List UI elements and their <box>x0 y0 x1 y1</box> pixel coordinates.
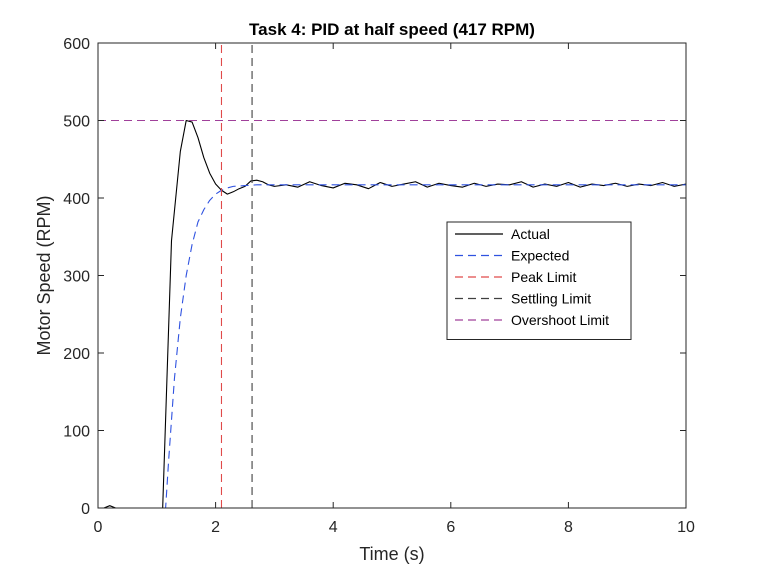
y-tick-label: 200 <box>63 346 90 363</box>
y-tick-label: 0 <box>81 501 90 518</box>
legend-entry-label: Peak Limit <box>511 269 576 285</box>
y-axis-label: Motor Speed (RPM) <box>34 195 54 355</box>
x-tick-label: 8 <box>564 519 573 536</box>
legend-entry-label: Expected <box>511 248 569 264</box>
legend-box <box>446 221 632 340</box>
legend-entry-label: Settling Limit <box>511 291 591 307</box>
x-tick-label: 6 <box>446 519 455 536</box>
y-tick-label: 600 <box>63 36 90 53</box>
legend-entry-label: Overshoot Limit <box>511 312 609 328</box>
y-tick-label: 500 <box>63 114 90 131</box>
y-tick-label: 100 <box>63 424 90 441</box>
x-tick-label: 10 <box>677 519 695 536</box>
legend: Actual Expected Peak Limit Settling Limit Ov… <box>446 221 632 340</box>
y-tick-label: 300 <box>63 269 90 286</box>
x-tick-label: 0 <box>94 519 103 536</box>
chart-title: Task 4: PID at half speed (417 RPM) <box>249 20 535 39</box>
series-layer <box>98 43 686 509</box>
x-axis-label: Time (s) <box>359 544 424 564</box>
x-tick-label: 2 <box>211 519 220 536</box>
legend-entry-label: Actual <box>511 226 550 242</box>
series-line-actual <box>98 119 686 509</box>
y-tick-label: 400 <box>63 191 90 208</box>
x-tick-label: 4 <box>329 519 338 536</box>
